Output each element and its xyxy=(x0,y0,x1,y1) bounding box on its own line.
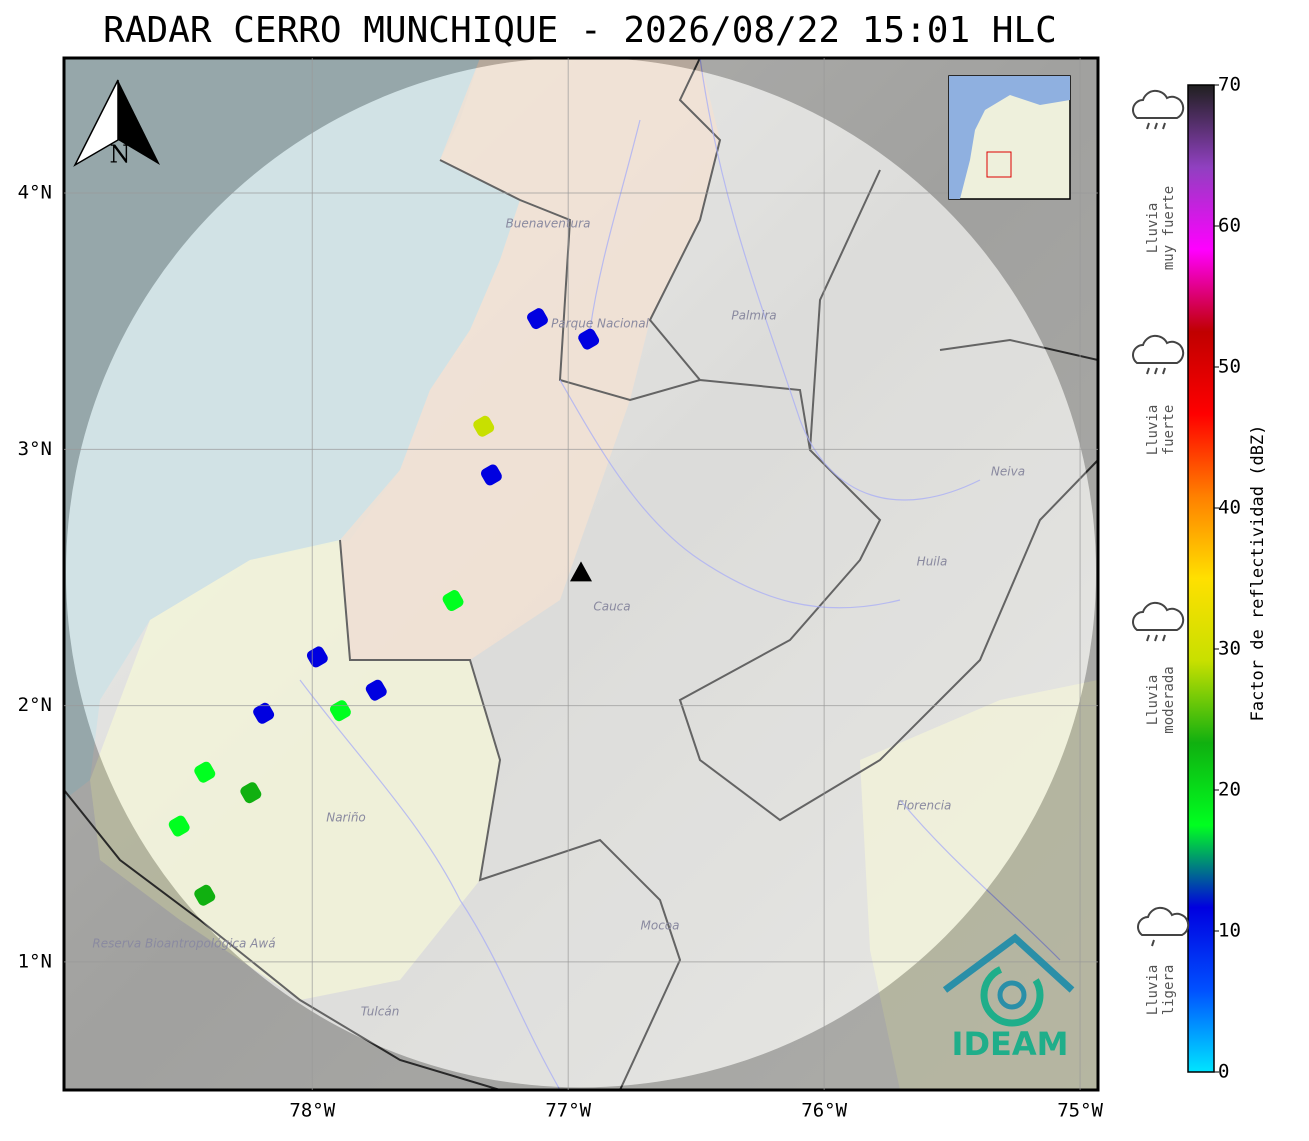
north-label: N xyxy=(110,141,131,169)
place-label: Tulcán xyxy=(361,1005,400,1019)
place-label: Huila xyxy=(917,555,948,569)
y-tick-label: 2°N xyxy=(18,694,52,716)
radar-echo xyxy=(194,761,216,783)
region-narino xyxy=(90,540,500,1000)
radar-echo xyxy=(240,782,262,804)
rain-drop xyxy=(1154,367,1158,375)
radar-echo xyxy=(442,590,464,611)
rain-level-label: Lluvia xyxy=(1145,203,1161,254)
rain-drop xyxy=(1154,634,1158,642)
logo-text: IDEAM xyxy=(952,1025,1069,1063)
colorbar-tick-label: 50 xyxy=(1218,356,1241,378)
rain-level-label: ligera xyxy=(1161,965,1177,1016)
place-label: Reserva Bioantropológica Awá xyxy=(92,937,275,951)
place-label: Palmira xyxy=(731,309,776,323)
rain-icon xyxy=(1137,906,1190,947)
radar-echo xyxy=(480,464,502,486)
x-tick-label: 75°W xyxy=(1057,1100,1103,1122)
rain-level-label: moderada xyxy=(1161,666,1177,733)
rain-icon xyxy=(1132,334,1185,375)
x-tick-label: 76°W xyxy=(801,1100,847,1122)
north-arrow: N xyxy=(73,79,160,169)
radar-echo xyxy=(527,308,548,330)
colorbar-tick-label: 10 xyxy=(1218,920,1241,942)
colorbar-tick-label: 0 xyxy=(1218,1061,1229,1083)
logo: IDEAM xyxy=(942,933,1075,1063)
place-label: Mocoa xyxy=(641,919,680,933)
place-label: Florencia xyxy=(897,799,952,813)
y-tick-label: 3°N xyxy=(18,438,52,460)
rain-drop xyxy=(1151,939,1155,947)
y-tick-label: 1°N xyxy=(18,950,52,972)
radar-echo xyxy=(365,679,387,701)
rain-drop xyxy=(1162,367,1166,375)
place-label: Neiva xyxy=(991,465,1025,479)
cloud xyxy=(1132,89,1185,119)
place-label: Nariño xyxy=(326,811,366,825)
rain-drop xyxy=(1146,367,1150,375)
rain-icon xyxy=(1132,601,1185,642)
radar-site xyxy=(570,561,592,582)
y-tick-label: 4°N xyxy=(18,182,52,204)
colorbar-label: Factor de reflectividad (dBZ) xyxy=(1248,425,1268,722)
ocean xyxy=(64,58,520,800)
radar-echo xyxy=(253,702,275,724)
rain-level-label: muy fuerte xyxy=(1161,186,1177,270)
x-tick-label: 77°W xyxy=(545,1100,591,1122)
rain-drop xyxy=(1162,122,1166,130)
rain-drop xyxy=(1162,634,1166,642)
map-frame xyxy=(62,56,1100,1092)
map xyxy=(64,58,1098,1090)
cloud xyxy=(1137,906,1190,936)
rain-level-label: Lluvia xyxy=(1145,405,1161,456)
colorbar-tick-label: 40 xyxy=(1218,497,1241,519)
rain-drop xyxy=(1146,634,1150,642)
radar-echo xyxy=(194,884,216,906)
rain-drop xyxy=(1154,122,1158,130)
colorbar xyxy=(1187,84,1215,1073)
place-label: Buenaventura xyxy=(506,217,591,231)
cloud xyxy=(1132,601,1185,631)
colorbar-tick-label: 70 xyxy=(1218,74,1241,96)
x-tick-label: 78°W xyxy=(289,1100,335,1122)
rain-level-label: Lluvia xyxy=(1145,965,1161,1016)
radar-echo xyxy=(168,815,190,837)
region-valle xyxy=(340,58,720,660)
borders xyxy=(64,58,1098,1090)
rain-level-label: Lluvia xyxy=(1145,675,1161,726)
title: RADAR CERRO MUNCHIQUE - 2026/08/22 15:01… xyxy=(103,10,1057,51)
rain-level-label: fuerte xyxy=(1161,405,1177,456)
radar-echo xyxy=(578,328,600,350)
colorbar-tick-label: 20 xyxy=(1218,779,1241,801)
place-label: Parque Nacional xyxy=(551,317,650,331)
place-label: Cauca xyxy=(593,600,630,614)
radar-echo xyxy=(473,415,495,437)
rain-icon xyxy=(1132,89,1185,130)
colorbar-tick-label: 30 xyxy=(1218,638,1241,660)
colorbar-tick-label: 60 xyxy=(1218,215,1241,237)
rain-drop xyxy=(1146,122,1150,130)
cloud xyxy=(1132,334,1185,364)
inset-map xyxy=(948,75,1071,200)
rivers xyxy=(299,58,1061,1090)
